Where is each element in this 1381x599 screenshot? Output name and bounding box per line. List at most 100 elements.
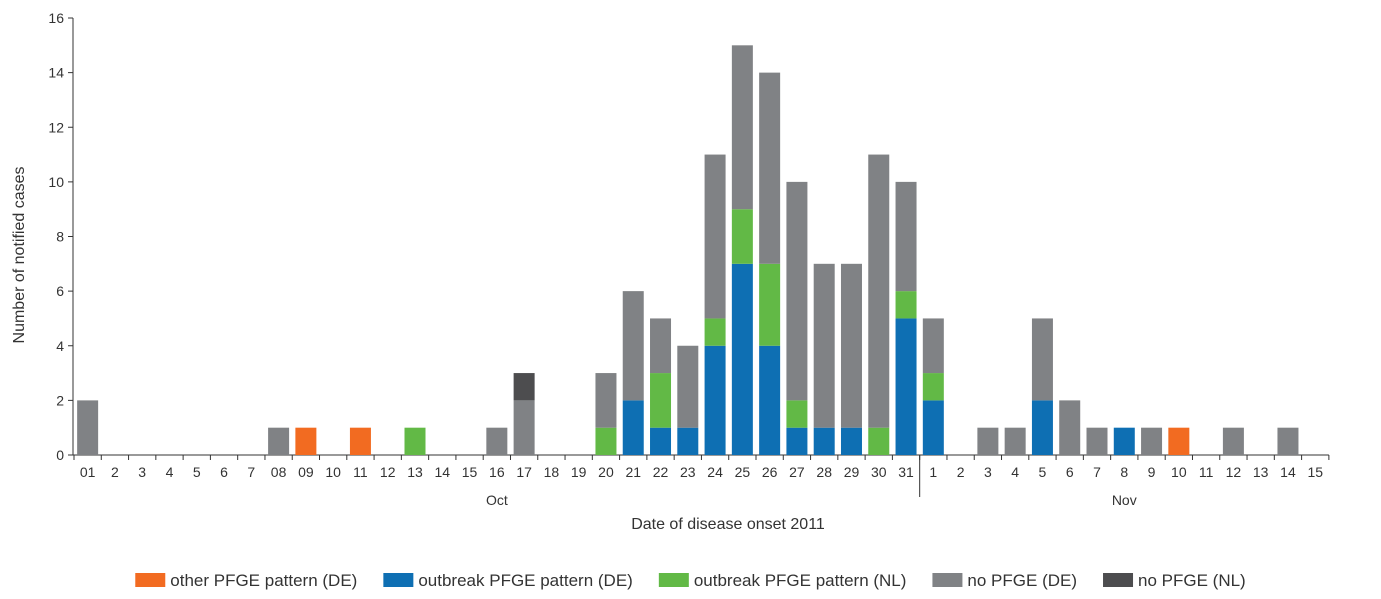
bar-segment	[650, 427, 672, 455]
y-tick-label: 12	[48, 119, 64, 135]
x-tick-label: 10	[325, 464, 341, 480]
bar-segment	[731, 45, 753, 210]
x-tick-label: 6	[220, 464, 228, 480]
bar-segment	[295, 427, 317, 455]
x-tick-label: 14	[1280, 464, 1296, 480]
bar-segment	[759, 72, 781, 264]
x-axis-title: Date of disease onset 2011	[631, 516, 825, 533]
x-tick-label: 17	[516, 464, 532, 480]
bar-segment	[868, 427, 890, 455]
legend-label: no PFGE (NL)	[1138, 571, 1246, 590]
bar-segment	[1277, 427, 1299, 455]
bar-segment	[1222, 427, 1244, 455]
bar-segment	[922, 373, 944, 401]
bar-segment	[1086, 427, 1108, 455]
bar-segment	[813, 263, 835, 428]
x-tick-label: 14	[434, 464, 450, 480]
legend-label: outbreak PFGE pattern (NL)	[694, 571, 907, 590]
bar-segment	[977, 427, 999, 455]
x-tick-label: 11	[1199, 464, 1214, 480]
x-tick-label: 27	[789, 464, 805, 480]
bar-segment	[1168, 427, 1190, 455]
bar-segment	[268, 427, 290, 455]
x-tick-label: 19	[571, 464, 587, 480]
bar-segment	[404, 427, 426, 455]
bar-segment	[650, 373, 672, 428]
x-tick-label: 6	[1066, 464, 1074, 480]
x-tick-label: 11	[353, 464, 368, 480]
bar-segment	[868, 154, 890, 428]
x-tick-label: 18	[544, 464, 560, 480]
bar-segment	[759, 263, 781, 346]
bar-segment	[513, 373, 535, 401]
x-tick-label: 2	[111, 464, 119, 480]
bar-segment	[704, 154, 726, 319]
bar-segment	[731, 263, 753, 455]
x-tick-label: 1	[929, 464, 937, 480]
legend-swatch	[135, 573, 166, 587]
x-tick-label: 3	[984, 464, 992, 480]
y-tick-label: 16	[48, 10, 64, 26]
bar-segment	[759, 345, 781, 455]
bar-segment	[77, 400, 99, 455]
x-tick-label: 4	[1011, 464, 1019, 480]
x-tick-label: 20	[598, 464, 614, 480]
bar-segment	[1113, 427, 1135, 455]
bar-segment	[1031, 400, 1053, 455]
bar-segment	[622, 291, 644, 401]
legend-label: no PFGE (DE)	[967, 571, 1077, 590]
bar-segment	[650, 318, 672, 374]
x-tick-label: 10	[1171, 464, 1187, 480]
x-tick-label: 2	[957, 464, 965, 480]
bar-segment	[704, 318, 726, 346]
x-tick-label: 25	[735, 464, 751, 480]
x-tick-label: 08	[271, 464, 287, 480]
x-tick-label: 09	[298, 464, 314, 480]
bar-segment	[595, 373, 617, 428]
x-tick-label: 26	[762, 464, 778, 480]
bar-segment	[840, 427, 862, 455]
y-tick-label: 0	[56, 447, 64, 463]
y-tick-label: 6	[56, 283, 64, 299]
x-tick-label: 9	[1148, 464, 1156, 480]
month-label: Oct	[486, 492, 508, 508]
bars	[77, 45, 1299, 455]
legend-swatch	[658, 573, 689, 587]
month-label: Nov	[1112, 492, 1137, 508]
x-tick-label: 4	[166, 464, 174, 480]
x-tick-label: 15	[462, 464, 478, 480]
bar-segment	[813, 427, 835, 455]
legend-label: other PFGE pattern (DE)	[170, 571, 357, 590]
y-tick-label: 8	[56, 229, 64, 245]
bar-segment	[513, 400, 535, 455]
legend-swatch	[932, 573, 963, 587]
x-tick-label: 5	[193, 464, 201, 480]
x-tick-label: 7	[247, 464, 255, 480]
x-tick-label: 29	[844, 464, 860, 480]
bar-segment	[786, 427, 808, 455]
x-tick-label: 8	[1120, 464, 1128, 480]
x-tick-label: 13	[407, 464, 423, 480]
x-tick-label: 12	[1226, 464, 1242, 480]
x-tick-label: 24	[707, 464, 723, 480]
bar-segment	[595, 427, 617, 455]
y-tick-label: 14	[48, 65, 64, 81]
x-tick-label: 15	[1307, 464, 1323, 480]
x-tick-label: 7	[1093, 464, 1101, 480]
bar-segment	[731, 209, 753, 264]
y-tick-label: 10	[48, 174, 64, 190]
x-tick-label: 21	[625, 464, 641, 480]
bar-segment	[1031, 318, 1053, 401]
x-tick-label: 5	[1039, 464, 1047, 480]
x-tick-label: 22	[653, 464, 669, 480]
x-tick-label: 31	[898, 464, 914, 480]
bar-segment	[922, 318, 944, 374]
legend-swatch	[1103, 573, 1134, 587]
legend: other PFGE pattern (DE) outbreak PFGE pat…	[135, 571, 1246, 590]
x-tick-label: 30	[871, 464, 887, 480]
bar-segment	[677, 345, 699, 428]
x-tick-label: 3	[138, 464, 146, 480]
bar-segment	[786, 400, 808, 428]
